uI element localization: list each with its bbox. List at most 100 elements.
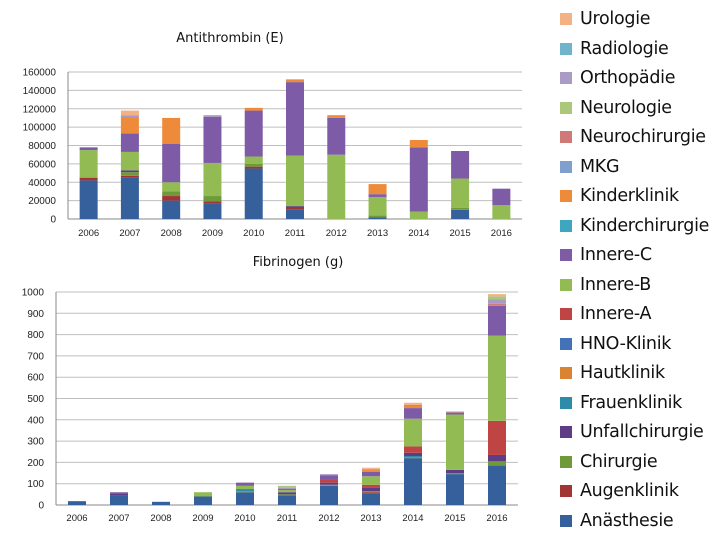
bar-segment	[320, 474, 338, 476]
bar-segment	[404, 446, 422, 453]
bar-segment	[446, 473, 464, 475]
legend-swatch	[560, 278, 572, 291]
legend-swatch	[560, 514, 572, 527]
x-tick-label: 2013	[360, 513, 381, 524]
bar-segment	[446, 414, 464, 470]
y-tick-label: 20000	[28, 196, 56, 207]
legend-item: Augenklinik	[560, 478, 679, 504]
bar-segment	[79, 150, 98, 178]
bar-segment	[120, 115, 139, 118]
legend-swatch	[560, 367, 572, 379]
legend-item: Orthopädie	[560, 65, 676, 91]
bar-segment	[446, 474, 464, 505]
legend-item: Kinderklinik	[560, 183, 679, 209]
bar-segment	[488, 420, 506, 455]
bar-segment	[278, 495, 296, 505]
bar-segment	[362, 487, 380, 492]
bar-segment	[203, 117, 222, 163]
bar-segment	[451, 207, 470, 210]
bar-segment	[451, 209, 470, 219]
bar-segment	[404, 405, 422, 409]
bar-segment	[120, 117, 139, 134]
bar-segment	[278, 494, 296, 496]
bar-segment	[362, 493, 380, 505]
bar-segment	[236, 491, 254, 493]
bar-segment	[492, 188, 511, 206]
bar-segment	[362, 492, 380, 494]
legend-swatch	[560, 190, 572, 202]
bar-segment	[488, 461, 506, 466]
legend-label: Neurochirurgie	[580, 127, 706, 147]
legend-item: Chirurgie	[560, 449, 658, 475]
legend-item: Neurologie	[560, 95, 672, 121]
bar-segment	[362, 469, 380, 472]
bar-segment	[488, 465, 506, 505]
bar-segment	[162, 196, 181, 201]
y-tick-label: 60000	[28, 159, 56, 170]
bar-segment	[203, 201, 222, 204]
x-tick-label: 2009	[202, 228, 223, 239]
legend-label: Innere-A	[580, 304, 652, 324]
bar-segment	[244, 107, 263, 111]
bar-segment	[110, 492, 128, 494]
bar-segment	[492, 205, 511, 219]
x-tick-label: 2008	[150, 513, 171, 524]
legend-label: Innere-B	[580, 274, 651, 295]
bar-segment	[286, 207, 304, 210]
legend-swatch	[560, 337, 572, 350]
bar-segment	[278, 490, 296, 493]
bar-segment	[488, 303, 506, 306]
bar-segment	[362, 491, 380, 493]
legend-label: Augenklinik	[580, 481, 679, 501]
bar-segment	[368, 217, 387, 219]
legend-item: Unfallchirurgie	[560, 419, 704, 445]
x-tick-label: 2006	[78, 228, 99, 239]
bar-segment	[120, 133, 139, 152]
y-tick-label: 100000	[23, 123, 57, 134]
x-tick-label: 2006	[66, 513, 87, 524]
bar-segment	[203, 196, 222, 202]
y-tick-label: 500	[27, 394, 44, 405]
legend-label: Orthopädie	[580, 68, 676, 88]
bar-segment	[446, 412, 464, 415]
chart-title: Antithrombin (E)	[176, 31, 283, 46]
legend-swatch	[560, 160, 572, 173]
bar-segment	[120, 170, 139, 173]
y-tick-label: 400	[27, 415, 44, 426]
legend-item: Frauenklinik	[560, 390, 682, 416]
legend-swatch	[560, 131, 572, 143]
bar-segment	[362, 484, 380, 488]
x-tick-label: 2014	[408, 228, 429, 239]
x-tick-label: 2015	[450, 228, 471, 239]
x-tick-label: 2010	[243, 228, 264, 239]
legend-label: Frauenklinik	[580, 392, 683, 413]
bar-segment	[162, 143, 181, 183]
bar-segment	[368, 194, 387, 197]
bar-segment	[162, 191, 181, 197]
legend-item: Innere-C	[560, 242, 652, 268]
bar-segment	[446, 411, 464, 413]
bar-segment	[244, 163, 263, 167]
bar-segment	[488, 294, 506, 297]
bar-segment	[451, 178, 470, 208]
y-tick-label: 900	[27, 309, 44, 320]
bar-segment	[368, 215, 387, 218]
legend-label: Radiologie	[580, 38, 669, 59]
legend-item: HNO-Klinik	[560, 331, 671, 357]
bar-segment	[451, 151, 470, 179]
y-tick-label: 100	[27, 479, 44, 490]
legend-swatch	[560, 219, 572, 232]
bar-segment	[68, 501, 86, 505]
bar-segment	[446, 469, 464, 474]
bar-segment	[203, 203, 222, 219]
bar-segment	[404, 402, 422, 405]
bar-segment	[404, 456, 422, 458]
bar-segment	[404, 457, 422, 459]
bar-segment	[488, 305, 506, 336]
bar-segment	[362, 467, 380, 469]
chart-1: Fibrinogen (g) 0 100 200 300 400 500 600 700 800 9…	[22, 255, 518, 524]
x-tick-label: 2013	[367, 228, 388, 239]
bar-segment	[286, 82, 304, 156]
legend-swatch	[560, 13, 572, 25]
bar-segment	[120, 175, 139, 178]
